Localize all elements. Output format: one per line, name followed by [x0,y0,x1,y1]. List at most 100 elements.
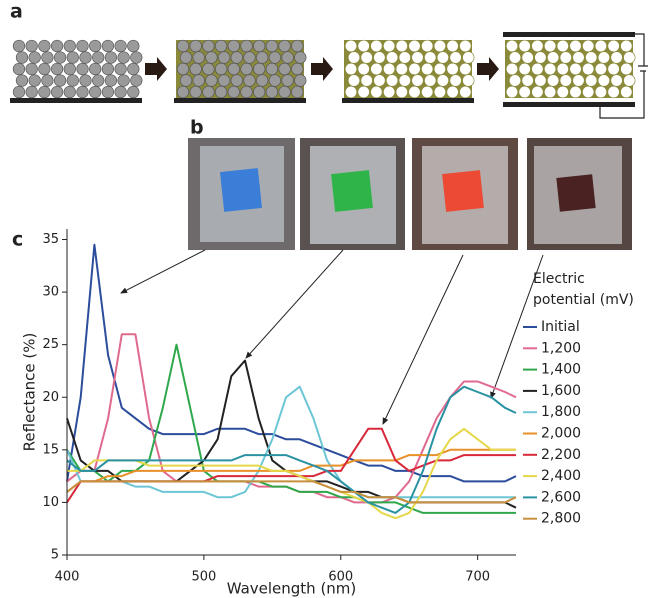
sphere [624,52,636,64]
sphere [611,75,623,87]
sphere [128,63,140,75]
sphere [506,40,518,52]
sphere [532,63,544,75]
sphere [371,86,383,98]
sphere [532,40,544,52]
legend-label: 2,800 [541,511,581,527]
y-tick-label: 20 [42,390,59,405]
sphere [535,75,547,87]
sphere [348,52,360,64]
sphere [64,40,76,52]
sphere [532,86,544,98]
schematic [10,32,648,118]
sphere [582,63,594,75]
sphere [434,40,446,52]
sphere [279,86,291,98]
electrode [503,32,635,37]
legend-label: 2,000 [541,426,581,442]
sphere [13,86,25,98]
sphere [409,40,421,52]
sphere [118,75,130,87]
sphere [345,86,357,98]
sphere [26,63,38,75]
sphere [463,75,475,87]
sphere [412,75,424,87]
sphere [203,63,215,75]
sphere [177,63,189,75]
sphere [282,75,294,87]
sphere [16,75,28,87]
sphere [383,63,395,75]
sphere [621,63,633,75]
legend-label: 1,600 [541,383,581,399]
sphere [115,63,127,75]
sphere [544,86,556,98]
sphere [228,63,240,75]
sphere [463,52,475,64]
panel-label: c [12,229,23,251]
sphere [421,63,433,75]
sphere [253,63,265,75]
series-line [67,345,516,513]
sphere [409,63,421,75]
sphere [89,40,101,52]
sphere [421,86,433,98]
series-line [67,245,516,482]
sphere [193,52,205,64]
series-line [67,481,516,502]
sphere [115,86,127,98]
x-tick-label: 400 [55,570,80,585]
sphere [39,40,51,52]
sphere [244,52,256,64]
legend-label: Initial [541,319,580,335]
sphere [266,86,278,98]
sphere [595,86,607,98]
sphere [206,75,218,87]
sphere [519,86,531,98]
sphere [231,52,243,64]
sphere [437,52,449,64]
sphere [67,52,79,64]
sphere [102,86,114,98]
sphere [547,75,559,87]
sphere [460,63,472,75]
sphere [624,75,636,87]
sphere [89,86,101,98]
sphere [621,40,633,52]
sphere [424,75,436,87]
y-tick-label: 10 [42,495,59,510]
annotation-arrows [121,250,543,424]
sphere [570,86,582,98]
sphere [292,40,304,52]
sphere [292,63,304,75]
y-axis-title: Reflectance (%) [21,333,39,452]
sphere [269,75,281,87]
sphere [180,52,192,64]
sphere [29,52,41,64]
x-tick-label: 700 [465,570,490,585]
x-tick-label: 500 [191,570,216,585]
sphere [13,63,25,75]
sphere [256,75,268,87]
sphere [582,40,594,52]
sphere [177,40,189,52]
sphere [115,40,127,52]
sphere [279,63,291,75]
sphere [190,86,202,98]
sphere [29,75,41,87]
sphere [447,86,459,98]
sphere [105,75,117,87]
sphere [131,52,143,64]
sphere [434,86,446,98]
legend-title: potential (mV) [533,292,634,308]
panel-label: b [190,117,204,139]
sphere [506,86,518,98]
sphere [585,52,597,64]
sphere [399,52,411,64]
sphere [128,86,140,98]
sphere [215,86,227,98]
sphere [345,40,357,52]
sphere [386,52,398,64]
sphere [256,52,268,64]
sphere [241,86,253,98]
